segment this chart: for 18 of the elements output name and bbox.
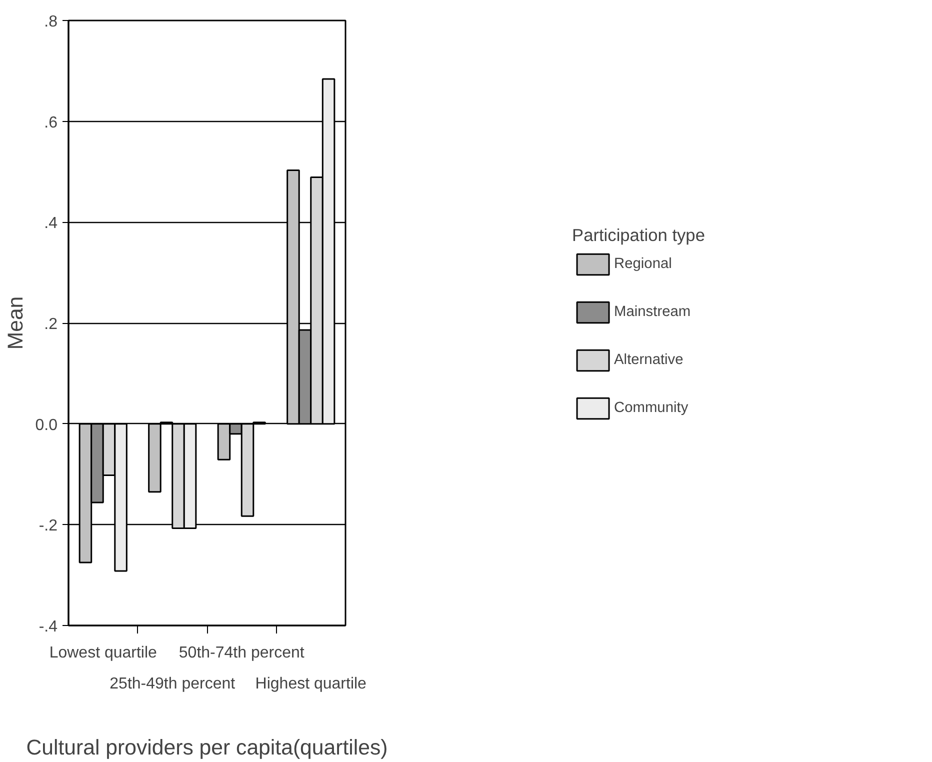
legend-label: Mainstream xyxy=(614,304,691,320)
x-tick-label: 50th-74th percent xyxy=(178,644,305,662)
y-tick-label: .2 xyxy=(44,316,58,333)
y-tick-label: -.2 xyxy=(38,518,58,535)
y-tick-label: .8 xyxy=(44,14,58,30)
x-axis-title: Cultural providers per capita(quartiles) xyxy=(26,736,388,760)
legend-label: Alternative xyxy=(614,352,684,368)
y-tick-label: .4 xyxy=(44,215,58,232)
x-tick-label: Lowest quartile xyxy=(49,644,158,662)
y-tick-label: 0.0 xyxy=(35,416,58,434)
y-tick-label: -.4 xyxy=(38,618,58,636)
x-tick-label: Highest quartile xyxy=(255,676,367,692)
x-tick-label: 25th-49th percent xyxy=(110,676,236,692)
legend-label: Regional xyxy=(614,256,672,272)
legend-label: Community xyxy=(614,400,688,416)
legend-title: Participation type xyxy=(572,224,705,246)
y-tick-label: .6 xyxy=(44,114,58,132)
y-axis-title: Mean xyxy=(3,296,28,350)
